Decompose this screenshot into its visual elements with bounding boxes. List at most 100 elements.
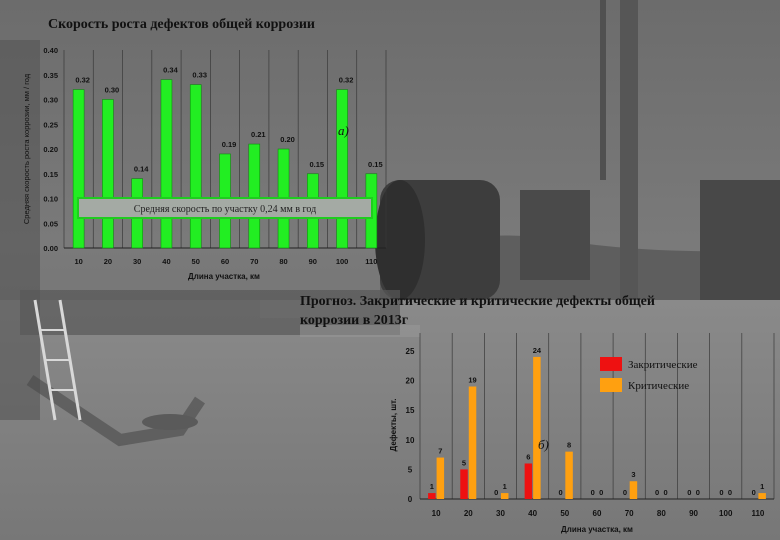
chart2-legend-swatch [600,378,622,392]
chart1-bar [189,84,202,249]
chart2-data-label: 0 [664,488,668,497]
chart2-bar-critical [533,356,541,499]
chart2-xtick-label: 30 [496,509,505,518]
chart2-data-label: 0 [599,488,603,497]
chart1-data-label: 0.34 [163,66,178,75]
chart2-ytick-label: 10 [406,436,415,445]
chart1-xtick-label: 110 [365,257,377,266]
chart1-ytick-label: 0.35 [43,71,58,80]
chart2-data-label: 7 [438,447,442,456]
chart1-xlabel: Длина участка, км [188,272,260,281]
chart1-xtick-label: 40 [162,257,170,266]
chart2-xtick-label: 90 [689,509,698,518]
chart2-bar-critical [468,386,477,499]
chart1-title: Скорость роста дефектов общей коррозии [48,17,315,32]
chart2-bar-supercritical [428,493,436,499]
chart2-ytick-label: 0 [408,495,413,504]
chart2-bar-critical [436,457,445,499]
chart1-bar [102,99,114,249]
chart1-xticks: 10 20 30 40 50 60 70 80 90 100 110 [74,257,377,266]
chart1-bar [160,79,173,249]
chart2-ytick-label: 20 [406,377,415,386]
chart2-data-label: 0 [752,488,756,497]
chart1-ytick-label: 0.20 [43,145,58,154]
chart1-ytick-label: 0.15 [43,170,58,179]
chart2-ylabel: Дефекты, шт. [389,399,398,452]
chart1-data-label: 0.32 [339,76,354,85]
chart2-data-label: 0 [696,488,700,497]
chart1-data-label: 0.21 [251,130,266,139]
chart1-data-label: 0.30 [105,86,120,95]
chart1-data-label: 0.20 [280,135,295,144]
chart2-data-label: 24 [533,346,542,355]
chart2-data-label: 0 [494,488,498,497]
chart1-panel-label: а) [338,123,349,138]
chart2-xlabel: Длина участка, км [561,525,633,534]
chart2-data-label: 8 [567,441,571,450]
chart1-ylabel: Средняя скорость роста коррозии, мм / го… [22,73,31,224]
chart2-bar-supercritical [460,469,468,499]
chart2-data-label: 3 [631,470,635,479]
chart2-data-label: 0 [687,488,691,497]
chart1-xtick-label: 50 [192,257,200,266]
chart2-data-label: 0 [623,488,627,497]
chart2-bar-critical [500,493,509,499]
chart1-ytick-label: 0.25 [43,120,58,129]
chart1-bar [336,89,348,249]
chart2-xtick-label: 20 [464,509,473,518]
chart1-xtick-label: 30 [133,257,141,266]
chart1-bar [248,143,261,249]
chart1-data-label: 0.15 [310,160,325,169]
chart2-title-line1: Прогноз. Закритические и критические деф… [300,294,655,309]
chart2-xtick-label: 110 [751,509,764,518]
chart2-bar-critical [758,493,766,499]
chart1-ytick-label: 0.40 [43,46,58,55]
chart2-data-label: 0 [558,488,562,497]
chart2-grid [419,333,775,500]
chart2-bar-critical [629,481,638,499]
chart1-ytick-label: 0.05 [43,219,58,228]
chart2-panel-label: б) [538,437,549,452]
chart2-ytick-label: 25 [406,347,415,356]
chart2-xtick-label: 60 [593,509,602,518]
chart2-legend: Закритические Критические [600,357,698,392]
chart1-data-label: 0.33 [192,71,207,80]
chart2-xtick-label: 10 [432,509,441,518]
chart2-data-label: 0 [728,488,732,497]
chart2-data-label: 19 [468,376,476,385]
chart1-xtick-label: 70 [250,257,258,266]
chart1-xtick-label: 10 [74,257,82,266]
chart2-xtick-label: 40 [528,509,537,518]
chart1-data-labels: 0.32 0.30 0.14 0.34 0.33 0.19 0.21 0.20 0.15 0.32… [75,66,382,174]
chart1-average-box: Средняя скорость по участку 0,24 мм в го… [77,197,373,219]
chart1-bar [72,89,85,249]
chart2-ytick-label: 15 [406,406,415,415]
chart1-data-label: 0.19 [222,140,237,149]
chart1-xtick-label: 100 [336,257,349,266]
chart2-data-label: 1 [503,482,507,491]
chart1-average-text: Средняя скорость по участку 0,24 мм в го… [134,204,316,215]
chart2-data-label: 1 [430,482,434,491]
chart2-legend-label: Закритические [628,359,698,371]
chart1-xtick-label: 90 [309,257,317,266]
chart2-data-label: 0 [655,488,659,497]
chart2-yticks: 0 5 10 15 20 25 [406,347,415,504]
chart1-data-label: 0.14 [134,165,149,174]
chart2-xtick-label: 50 [560,509,569,518]
chart2-data-label: 1 [760,482,764,491]
chart2-title-line2: коррозии в 2013г [300,313,408,328]
chart1-data-label: 0.15 [368,160,383,169]
chart2-legend-swatch [600,357,622,371]
chart2-legend-label: Критические [628,380,689,392]
chart2-data-label: 0 [591,488,595,497]
chart2-bars [428,356,766,499]
chart2-xtick-label: 80 [657,509,666,518]
chart1-xtick-label: 60 [221,257,229,266]
chart1-data-label: 0.32 [75,76,90,85]
chart1-ytick-label: 0.30 [43,96,58,105]
chart1-ytick-label: 0.00 [43,244,58,253]
